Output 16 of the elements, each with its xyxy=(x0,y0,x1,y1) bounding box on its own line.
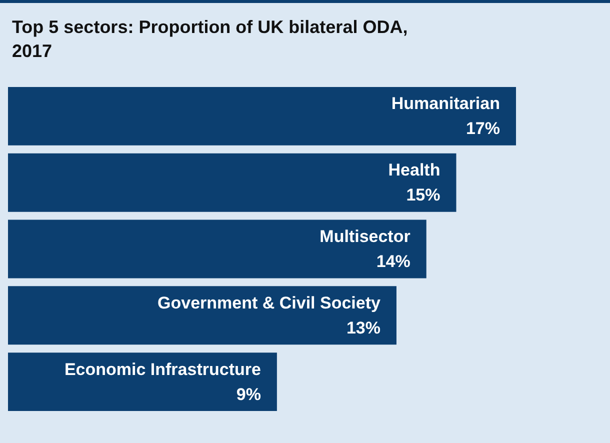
y-tick-label: Government & Civil Society xyxy=(158,293,382,312)
data-label: 13% xyxy=(346,318,380,338)
y-tick-label: Economic Infrastructure xyxy=(64,360,261,379)
bar xyxy=(8,153,456,212)
data-label: 14% xyxy=(376,252,410,271)
y-tick-label: Humanitarian xyxy=(391,94,500,114)
data-label: 15% xyxy=(406,186,440,205)
chart-title: Top 5 sectors: Proportion of UK bilateral ODA, 2017 xyxy=(11,16,409,63)
data-label: 17% xyxy=(466,119,500,138)
bar xyxy=(8,220,426,278)
y-tick-label: Health xyxy=(388,160,440,180)
bar xyxy=(8,286,396,345)
bar xyxy=(8,352,277,412)
bar xyxy=(8,86,516,146)
y-tick-label: Multisector xyxy=(320,227,411,246)
data-label: 9% xyxy=(236,384,261,404)
